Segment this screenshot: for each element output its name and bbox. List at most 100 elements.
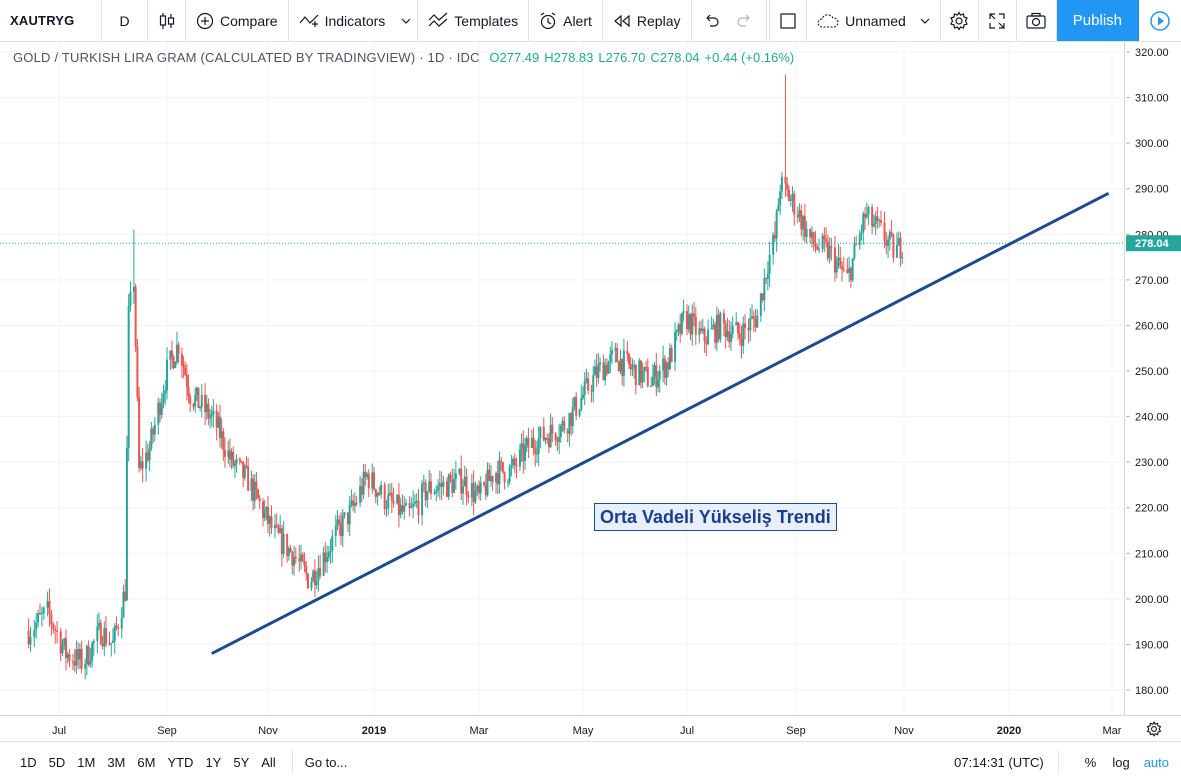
candle-body — [412, 503, 415, 507]
candle-body — [522, 443, 525, 462]
redo-button[interactable] — [728, 0, 767, 41]
candle-body — [355, 502, 358, 504]
candle-body — [73, 661, 76, 666]
candle-body — [775, 210, 778, 239]
publish-menu-button[interactable] — [1139, 0, 1181, 41]
candle-body — [483, 482, 486, 486]
price-axis[interactable]: 320.00310.00300.00290.00280.00270.00260.… — [1126, 42, 1181, 715]
candle-body — [879, 220, 882, 223]
price-tick-label: 220.00 — [1135, 503, 1169, 515]
candle-body — [92, 640, 95, 644]
range-3m-button[interactable]: 3M — [107, 754, 126, 770]
goto-date-button[interactable]: Go to... — [291, 750, 347, 774]
candle-body — [585, 378, 588, 382]
candle-body — [657, 379, 660, 388]
compare-button[interactable]: Compare — [186, 0, 289, 41]
price-tick-label: 310.00 — [1135, 93, 1169, 105]
settings-button[interactable] — [941, 0, 979, 41]
indicators-button[interactable]: Indicators — [289, 0, 396, 41]
candle-body — [29, 636, 32, 645]
candle-body — [707, 329, 710, 345]
candle-body — [39, 612, 41, 615]
indicators-icon — [299, 14, 319, 27]
range-6m-button[interactable]: 6M — [137, 754, 156, 770]
candle-body — [61, 645, 64, 654]
range-all-button[interactable]: All — [261, 754, 276, 770]
indicators-dropdown[interactable] — [395, 0, 419, 41]
publish-button[interactable]: Publish — [1056, 0, 1139, 41]
fullscreen-button[interactable] — [979, 0, 1017, 41]
symbol-label: XAUTRYG — [10, 13, 75, 28]
chart-type-button[interactable] — [148, 0, 186, 41]
candle-body — [887, 239, 890, 246]
layout-name-button[interactable]: Unnamed — [807, 0, 916, 41]
candle-body — [667, 362, 670, 369]
trend-annotation[interactable]: Orta Vadeli Yükseliş Trendi — [594, 503, 837, 531]
square-icon — [780, 12, 796, 29]
time-axis[interactable]: Jul Sep Nov 2019 Mar May Jul Sep Nov 2020 Mar — [0, 715, 1125, 741]
candle-body — [742, 323, 745, 347]
trend-line[interactable] — [211, 191, 1110, 655]
symbol-search[interactable]: XAUTRYG — [0, 0, 102, 41]
layout-name-label: Unnamed — [845, 12, 906, 29]
price-tick-label: 210.00 — [1135, 548, 1169, 560]
price-tick-label: 180.00 — [1135, 685, 1169, 697]
candle-body — [610, 350, 613, 355]
symbol-description: GOLD / TURKISH LIRA GRAM (CALCULATED BY … — [13, 50, 480, 65]
candle-body — [700, 328, 703, 332]
candle-body — [802, 216, 805, 230]
candle-body — [127, 305, 130, 448]
price-tick-label: 290.00 — [1135, 184, 1169, 196]
candle-body — [754, 318, 757, 328]
candle-body — [705, 341, 708, 345]
chart-settings-corner[interactable] — [1126, 715, 1181, 741]
range-5y-button[interactable]: 5Y — [233, 754, 250, 770]
candle-body — [874, 216, 877, 225]
range-1d-button[interactable]: 1D — [20, 754, 37, 770]
candle-body — [458, 468, 461, 474]
candle-body — [686, 311, 688, 330]
candle-body — [139, 461, 142, 468]
candle-body — [96, 626, 99, 641]
last-price-tag — [1126, 235, 1181, 252]
price-tick-label: 200.00 — [1135, 594, 1169, 606]
time-tick-label: Nov — [894, 725, 914, 737]
price-scale[interactable]: 320.00310.00300.00290.00280.00270.00260.… — [1126, 42, 1181, 715]
log-toggle[interactable]: log — [1112, 754, 1130, 770]
undo-button[interactable] — [692, 0, 728, 41]
chart-canvas[interactable] — [0, 42, 1125, 715]
low-value: L276.70 — [598, 50, 646, 65]
range-5d-button[interactable]: 5D — [48, 754, 66, 770]
alert-button[interactable]: Alert — [529, 0, 603, 41]
candle-body — [218, 416, 221, 439]
timezone-clock[interactable]: 07:14:31 (UTC) — [954, 750, 1059, 774]
chart-pane[interactable]: GOLD / TURKISH LIRA GRAM (CALCULATED BY … — [0, 42, 1125, 715]
layout-dropdown[interactable] — [916, 0, 941, 41]
candle-body — [255, 481, 258, 490]
candle-body — [447, 474, 450, 497]
range-ytd-button[interactable]: YTD — [167, 754, 194, 770]
candle-body — [263, 511, 266, 518]
candle-body — [71, 661, 74, 663]
select-layout-button[interactable] — [769, 0, 808, 41]
candle-body — [300, 554, 303, 562]
replay-button[interactable]: Replay — [603, 0, 692, 41]
candle-body — [622, 350, 625, 376]
range-1m-button[interactable]: 1M — [77, 754, 96, 770]
candle-body — [374, 489, 377, 497]
candle-body — [405, 503, 408, 506]
range-1y-button[interactable]: 1Y — [205, 754, 222, 770]
candle-body — [751, 316, 754, 318]
candle-body — [282, 534, 285, 554]
snapshot-button[interactable] — [1017, 0, 1057, 41]
candle-body — [280, 528, 283, 554]
time-scale[interactable]: Jul Sep Nov 2019 Mar May Jul Sep Nov 2020 Mar — [0, 716, 1125, 742]
candle-body — [138, 396, 141, 468]
candle-body — [848, 268, 851, 273]
percent-toggle[interactable]: % — [1084, 754, 1097, 770]
candle-body — [546, 438, 549, 440]
interval-button[interactable]: D — [102, 0, 148, 41]
templates-button[interactable]: Templates — [418, 0, 530, 41]
candle-body — [818, 248, 821, 250]
auto-toggle[interactable]: auto — [1143, 754, 1169, 770]
